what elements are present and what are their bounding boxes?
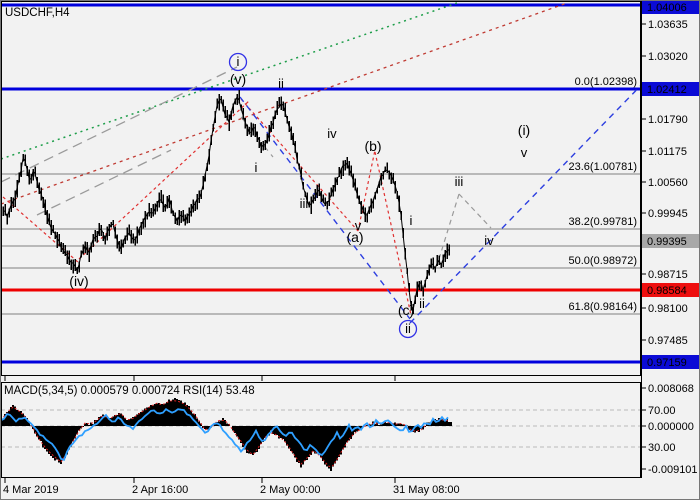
price-box-label: 0.99395 <box>647 236 687 248</box>
time-tick-label: 2 May 00:00 <box>260 484 321 496</box>
price-tick-label: 0.97485 <box>648 335 688 347</box>
macd-signal-line <box>2 400 450 468</box>
macd-axis: 0.008068 70.00 0.000000 30.00 -0.009101 <box>641 383 698 476</box>
time-tick-label: 31 May 08:00 <box>393 484 460 496</box>
rsi-line <box>2 408 449 462</box>
trend-line <box>357 149 376 232</box>
main-panel-border <box>1 1 641 376</box>
time-axis[interactable]: 4 Mar 2019 2 Apr 16:00 2 May 00:00 31 May 0… <box>3 376 460 496</box>
macd-tick-label: 70.00 <box>648 405 676 417</box>
trend-line <box>2 2 458 160</box>
trend-line <box>458 193 492 229</box>
fib-level-label: 23.6(1.00781) <box>569 161 638 173</box>
fib-level-label: 38.2(0.99781) <box>569 216 638 228</box>
macd-tick-label: 0.000000 <box>648 421 694 433</box>
wave-label: i <box>237 54 240 69</box>
fib-level-label: 0.0(1.02398) <box>575 76 637 88</box>
trend-line <box>438 193 460 260</box>
trend-line <box>374 151 412 316</box>
wave-label: (iv) <box>69 273 88 289</box>
wave-circle <box>228 52 248 72</box>
wave-label: iii <box>300 196 309 211</box>
candlestick-series <box>2 89 450 315</box>
price-tick-label: 0.99945 <box>648 208 688 220</box>
price-label-box <box>642 1 699 14</box>
macd-rsi-indicator-label: MACD(5,34,5) 0.000579 0.000724 RSI(14) 5… <box>4 385 255 397</box>
macd-panel-content <box>2 398 640 471</box>
wave-label: (b) <box>364 138 381 154</box>
wave-label: i <box>410 213 413 228</box>
price-tick-label: 1.01790 <box>648 114 688 126</box>
price-tick-label: 0.98715 <box>648 269 688 281</box>
time-tick-label: 2 Apr 16:00 <box>132 484 188 496</box>
wave-label: iv <box>484 233 494 248</box>
macd-tick-label: -0.009101 <box>648 464 698 476</box>
symbol-timeframe-label: USDCHF,H4 <box>5 7 70 19</box>
horizontal-levels-layer <box>2 3 640 364</box>
wave-label: ii <box>278 76 284 91</box>
price-label-box <box>642 283 699 297</box>
fib-level-label: 50.0(0.98972) <box>569 255 638 267</box>
time-tick-label: 4 Mar 2019 <box>3 484 59 496</box>
price-tick-label: 1.03020 <box>648 51 688 63</box>
wave-label: i <box>255 160 258 175</box>
price-label-box <box>642 355 699 369</box>
macd-tick-label: 0.008068 <box>648 383 694 395</box>
wave-label: ii <box>405 321 411 336</box>
price-box-label: 0.97159 <box>647 357 687 369</box>
price-box-label: 1.04006 <box>647 2 687 14</box>
price-box-label: 1.02412 <box>647 84 687 96</box>
trend-line <box>2 2 568 205</box>
trend-line <box>409 85 640 324</box>
price-tick-label: 0.98100 <box>648 303 688 315</box>
wave-label: (a) <box>346 229 363 245</box>
wave-circle <box>398 319 418 339</box>
panel-borders <box>1 1 642 478</box>
wave-label: v <box>355 218 362 233</box>
trend-line <box>240 98 359 232</box>
price-axis[interactable]: 1.03635 1.03020 1.01790 1.01175 1.00560 0.999… <box>641 1 699 369</box>
fibonacci-labels-layer: 0.0(1.02398) 23.6(1.00781) 38.2(0.99781) 50… <box>569 76 638 313</box>
macd-panel-border <box>1 382 641 478</box>
wave-label: (v) <box>230 71 246 87</box>
price-label-box <box>642 234 699 248</box>
wave-label: (i) <box>518 122 530 138</box>
fib-level-label: 61.8(0.98164) <box>569 301 638 313</box>
price-path <box>2 96 450 313</box>
macd-tick-label: 30.00 <box>648 442 676 454</box>
trend-line <box>2 66 238 183</box>
wave-label: ii <box>419 296 425 311</box>
price-tick-label: 1.03635 <box>648 19 688 31</box>
price-box-label: 0.98584 <box>647 285 687 297</box>
price-label-box <box>642 82 699 96</box>
trend-line <box>36 149 172 216</box>
price-tick-label: 1.01175 <box>648 146 687 158</box>
trend-line <box>2 196 80 264</box>
price-tick-label: 1.00560 <box>648 177 688 189</box>
wave-label: iii <box>455 174 464 189</box>
wave-label: iv <box>327 126 337 141</box>
wave-label: (c) <box>398 302 414 318</box>
wave-label: v <box>521 145 528 160</box>
